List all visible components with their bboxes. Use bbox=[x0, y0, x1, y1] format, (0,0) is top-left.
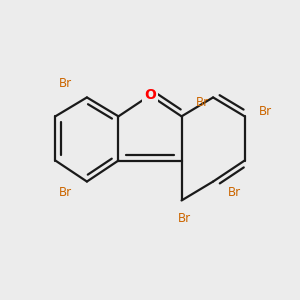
Text: Br: Br bbox=[178, 212, 191, 225]
Text: Br: Br bbox=[260, 105, 272, 118]
Text: O: O bbox=[144, 88, 156, 102]
Text: Br: Br bbox=[59, 186, 72, 199]
Text: Br: Br bbox=[196, 96, 209, 109]
Text: Br: Br bbox=[59, 77, 72, 90]
Text: Br: Br bbox=[228, 186, 241, 199]
